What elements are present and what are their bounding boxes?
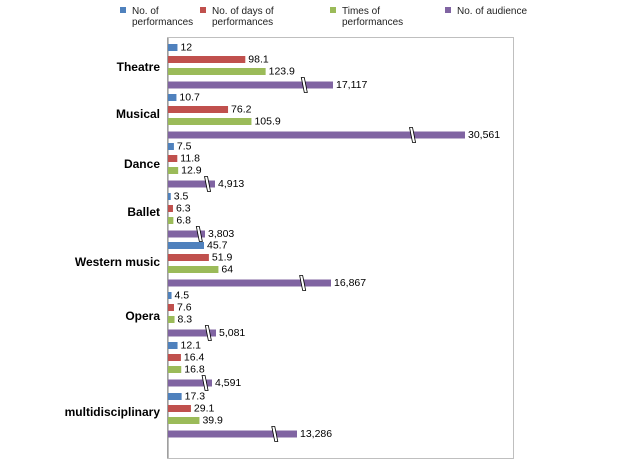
data-label: 16,867 [334, 277, 366, 289]
data-label: 3.5 [174, 191, 189, 203]
data-label: 4,913 [218, 178, 244, 190]
legend-label: performances [132, 17, 193, 28]
data-label: 105.9 [254, 116, 280, 128]
legend-label: performances [212, 17, 273, 28]
bar [168, 393, 182, 400]
bar [168, 304, 174, 311]
axis-break-marker [201, 375, 209, 391]
bar [168, 230, 205, 238]
axis-break-marker [204, 325, 212, 341]
bar [168, 379, 212, 387]
legend-label: No. of [132, 6, 159, 17]
bar [168, 94, 177, 101]
category-label: Musical [116, 107, 160, 121]
bar [168, 292, 172, 299]
bar [168, 118, 252, 125]
data-label: 51.9 [212, 252, 233, 264]
bar [168, 68, 266, 75]
axis-break-marker [271, 426, 279, 442]
data-label: 76.2 [231, 104, 252, 116]
data-label: 64 [221, 264, 233, 276]
bar [168, 366, 182, 373]
data-label: 39.9 [202, 415, 223, 427]
bar [168, 316, 175, 323]
bar [168, 180, 215, 188]
legend-swatch [330, 7, 336, 13]
legend-swatch [445, 7, 451, 13]
data-label: 98.1 [248, 54, 269, 66]
data-label: 30,561 [468, 129, 500, 141]
bar [168, 342, 178, 349]
legend-item: No. of audience [445, 6, 527, 17]
data-label: 7.6 [177, 302, 192, 314]
data-label: 10.7 [179, 92, 200, 104]
data-label: 17,117 [336, 79, 367, 91]
data-label: 13,286 [300, 428, 332, 440]
data-label: 6.8 [176, 215, 191, 227]
category-label: Ballet [127, 205, 160, 219]
legend-swatch [200, 7, 206, 13]
data-label: 7.5 [177, 141, 192, 153]
data-label: 12 [180, 42, 192, 54]
category-label: Western music [75, 255, 160, 269]
legend-label: No. of audience [457, 6, 527, 17]
data-label: 4.5 [175, 290, 190, 302]
axis-break-marker [300, 77, 308, 93]
bar [168, 417, 200, 424]
data-label: 16.8 [184, 364, 205, 376]
legend-swatch [120, 7, 126, 13]
bar [168, 217, 174, 224]
legend-label: No. of days of [212, 6, 274, 17]
category-label: Opera [125, 309, 160, 323]
category-label: Theatre [117, 60, 161, 74]
data-label: 11.8 [180, 153, 200, 165]
category-label: Dance [124, 157, 160, 171]
data-label: 29.1 [194, 403, 215, 415]
bar [168, 106, 229, 113]
data-label: 3,803 [208, 228, 234, 240]
bar [168, 193, 171, 200]
data-label: 17.3 [185, 391, 206, 403]
data-label: 123.9 [269, 66, 295, 78]
data-label: 8.3 [178, 314, 193, 326]
data-label: 12.1 [181, 340, 202, 352]
bar [168, 131, 465, 139]
legend-label: performances [342, 17, 403, 28]
axis-break-marker [195, 226, 203, 242]
bar [168, 354, 181, 361]
bar [168, 167, 179, 174]
bar [168, 155, 178, 162]
data-label: 12.9 [181, 165, 202, 177]
bar [168, 205, 173, 212]
axis-break-marker [204, 176, 212, 192]
category-label: multidisciplinary [65, 405, 161, 419]
data-label: 4,591 [215, 377, 241, 389]
axis-break-marker [409, 127, 417, 143]
bar [168, 254, 209, 261]
bar [168, 81, 333, 89]
data-label: 16.4 [184, 352, 205, 364]
bars: 1298.1123.917,11710.776.2105.930,5617.51… [168, 42, 500, 442]
bar [168, 143, 174, 150]
bar [168, 242, 205, 249]
data-label: 6.3 [176, 203, 191, 215]
bar [168, 44, 178, 51]
axis-break-marker [299, 275, 307, 291]
bar [168, 405, 191, 412]
legend-label: Times of [342, 6, 380, 17]
bar [168, 56, 246, 63]
data-label: 5,081 [219, 327, 245, 339]
bar [168, 279, 331, 287]
bar [168, 329, 216, 337]
bar [168, 430, 297, 438]
data-label: 45.7 [207, 240, 228, 252]
bar [168, 266, 219, 273]
category-labels: Theatre Musical Dance Ballet Western music Op… [65, 60, 161, 419]
